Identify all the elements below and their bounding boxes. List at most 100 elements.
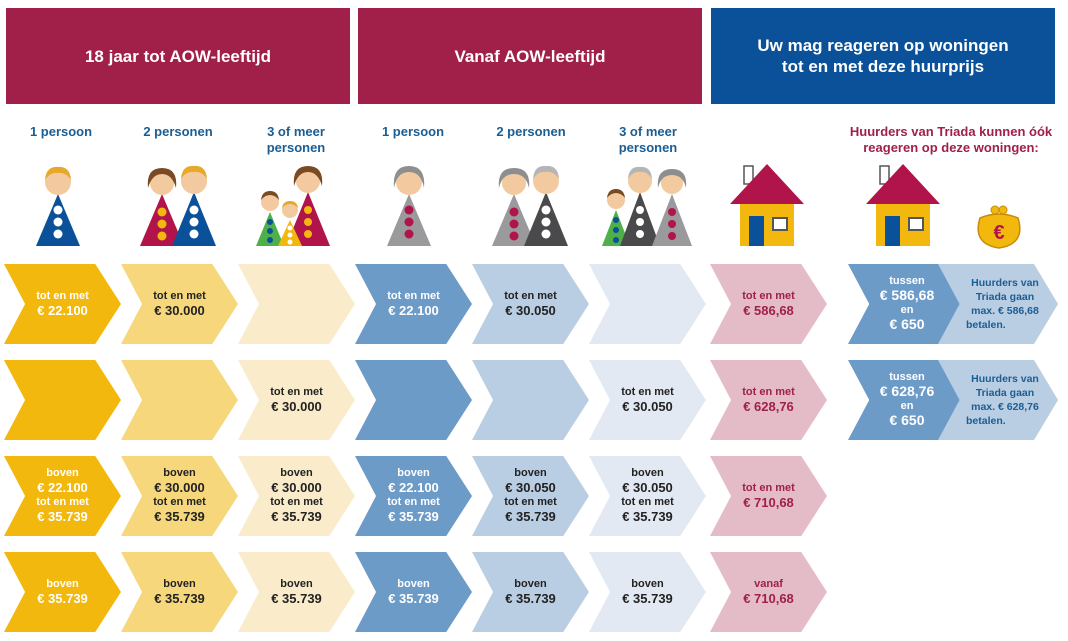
income-label: tot en met bbox=[621, 385, 674, 398]
income-label: boven bbox=[631, 467, 664, 479]
income-label: boven bbox=[514, 467, 547, 479]
income-arrow-text bbox=[259, 264, 334, 344]
column-heading-aow-2-personen: 2 personen bbox=[472, 124, 590, 140]
income-amount: € 30.000 bbox=[154, 480, 205, 495]
income-arrow-text: boven € 30.050 tot en met € 35.739 bbox=[610, 456, 685, 536]
header-title: Vanaf AOW-leeftijd bbox=[454, 46, 606, 66]
income-label: vanaf bbox=[754, 577, 783, 590]
income-arrow: boven € 35.739 bbox=[4, 552, 121, 632]
column-heading-line: 3 of meer bbox=[267, 124, 325, 139]
income-arrow: boven € 30.050 tot en met € 35.739 bbox=[589, 456, 706, 536]
rent-range-text: tussen € 586,68 en € 650 bbox=[866, 264, 948, 344]
income-amount: € 22.100 bbox=[388, 480, 439, 495]
income-arrow: boven € 35.739 bbox=[589, 552, 706, 632]
income-arrow-text: boven € 22.100 tot en met € 35.739 bbox=[376, 456, 451, 536]
income-amount: € 710,68 bbox=[743, 590, 794, 606]
triada-max-line: Huurders van bbox=[971, 277, 1039, 289]
income-arrow-text bbox=[142, 360, 217, 440]
euro-symbol: € bbox=[993, 222, 1004, 244]
income-arrow bbox=[121, 360, 238, 440]
rent-range-to: € 650 bbox=[889, 316, 925, 332]
header-title-line1: Uw mag reageren op woningen bbox=[757, 36, 1009, 55]
income-arrow-text: tot en met € 22.100 bbox=[25, 264, 100, 344]
rent-range-from: € 586,68 bbox=[879, 287, 935, 303]
income-arrow bbox=[238, 264, 355, 344]
income-arrow-text bbox=[25, 360, 100, 440]
income-amount: € 30.050 bbox=[505, 480, 556, 495]
income-arrow bbox=[589, 264, 706, 344]
income-arrow bbox=[355, 360, 472, 440]
income-arrow bbox=[4, 360, 121, 440]
income-amount: € 35.739 bbox=[505, 590, 556, 606]
income-arrow-text: boven € 22.100 tot en met € 35.739 bbox=[25, 456, 100, 536]
triada-max-line: max. € 586,68 bbox=[971, 305, 1039, 317]
column-heading-line: 2 personen bbox=[496, 124, 566, 139]
house-icon bbox=[866, 164, 940, 246]
income-arrow: tot en met € 30.000 bbox=[238, 360, 355, 440]
income-arrow: tot en met € 586,68 bbox=[710, 264, 827, 344]
income-arrow-text: boven € 35.739 bbox=[376, 552, 451, 632]
header-vanaf-aow: Vanaf AOW-leeftijd bbox=[358, 8, 702, 104]
income-arrow-text: boven € 35.739 bbox=[259, 552, 334, 632]
header-18-tot-aow: 18 jaar tot AOW-leeftijd bbox=[6, 8, 350, 104]
family-young-icon bbox=[256, 166, 330, 246]
triada-max-line: betalen. bbox=[966, 415, 1006, 427]
income-amount: € 35.739 bbox=[154, 590, 205, 606]
income-arrow-text: tot en met € 586,68 bbox=[731, 264, 806, 344]
income-arrow-text: vanaf € 710,68 bbox=[731, 552, 806, 632]
triada-max-line: Huurders van bbox=[971, 373, 1039, 385]
income-arrow-text: boven € 30.050 tot en met € 35.739 bbox=[493, 456, 568, 536]
income-arrow: tot en met € 628,76 bbox=[710, 360, 827, 440]
triada-note-line: Huurders van Triada kunnen óók bbox=[849, 124, 1053, 139]
income-label: boven bbox=[163, 577, 196, 590]
income-amount: € 35.739 bbox=[271, 509, 322, 524]
income-arrow-text bbox=[610, 264, 685, 344]
income-label: tot en met bbox=[270, 496, 323, 508]
column-heading-3-personen: 3 of meer personen bbox=[237, 124, 355, 156]
income-amount: € 586,68 bbox=[743, 302, 794, 318]
column-heading-aow-3-personen: 3 of meer personen bbox=[589, 124, 707, 156]
column-heading-line: 2 personen bbox=[143, 124, 213, 139]
triada-max-line: Triada gaan bbox=[975, 291, 1035, 303]
triada-note: Huurders van Triada kunnen óók reageren … bbox=[840, 124, 1062, 156]
column-heading-1-persoon: 1 persoon bbox=[2, 124, 120, 140]
income-amount: € 30.050 bbox=[505, 302, 556, 318]
income-amount: € 35.739 bbox=[622, 509, 673, 524]
income-arrow-text: boven € 35.739 bbox=[142, 552, 217, 632]
income-label: tot en met bbox=[270, 385, 323, 398]
income-amount: € 35.739 bbox=[37, 509, 88, 524]
income-amount: € 22.100 bbox=[388, 302, 439, 318]
column-heading-2-personen: 2 personen bbox=[119, 124, 237, 140]
income-arrow: tot en met € 710,68 bbox=[710, 456, 827, 536]
income-arrow-text: tot en met € 22.100 bbox=[376, 264, 451, 344]
income-label: tot en met bbox=[153, 289, 206, 302]
triada-max-line: max. € 628,76 bbox=[971, 401, 1039, 413]
income-arrow-text: tot en met € 628,76 bbox=[731, 360, 806, 440]
income-arrow-text: boven € 30.000 tot en met € 35.739 bbox=[259, 456, 334, 536]
income-label: tot en met bbox=[742, 385, 795, 398]
income-amount: € 628,76 bbox=[743, 398, 794, 414]
income-label: boven bbox=[280, 467, 313, 479]
income-arrow: tot en met € 30.000 bbox=[121, 264, 238, 344]
income-arrow: boven € 35.739 bbox=[355, 552, 472, 632]
triada-max-text: Huurders van Triada gaan max. € 628,76 beta… bbox=[960, 360, 1050, 440]
triada-max-line: Triada gaan bbox=[975, 387, 1035, 399]
income-label: boven bbox=[46, 577, 79, 590]
income-amount: € 710,68 bbox=[743, 494, 794, 510]
triada-max-line: betalen. bbox=[966, 319, 1006, 331]
income-arrow: boven € 35.739 bbox=[472, 552, 589, 632]
income-label: tot en met bbox=[387, 496, 440, 508]
income-arrow-text bbox=[376, 360, 451, 440]
income-arrow: vanaf € 710,68 bbox=[710, 552, 827, 632]
income-amount: € 35.739 bbox=[37, 590, 88, 606]
header-title-line2: tot en met deze huurprijs bbox=[781, 57, 985, 76]
income-label: boven bbox=[397, 577, 430, 590]
income-arrow: boven € 22.100 tot en met € 35.739 bbox=[4, 456, 121, 536]
column-heading-line: 1 persoon bbox=[29, 124, 93, 139]
income-arrow-text bbox=[493, 360, 568, 440]
column-heading-line: personen bbox=[618, 140, 678, 155]
income-amount: € 22.100 bbox=[37, 302, 88, 318]
income-amount: € 35.739 bbox=[154, 509, 205, 524]
rent-range-from: € 628,76 bbox=[879, 383, 935, 399]
income-arrow-text: boven € 35.739 bbox=[610, 552, 685, 632]
